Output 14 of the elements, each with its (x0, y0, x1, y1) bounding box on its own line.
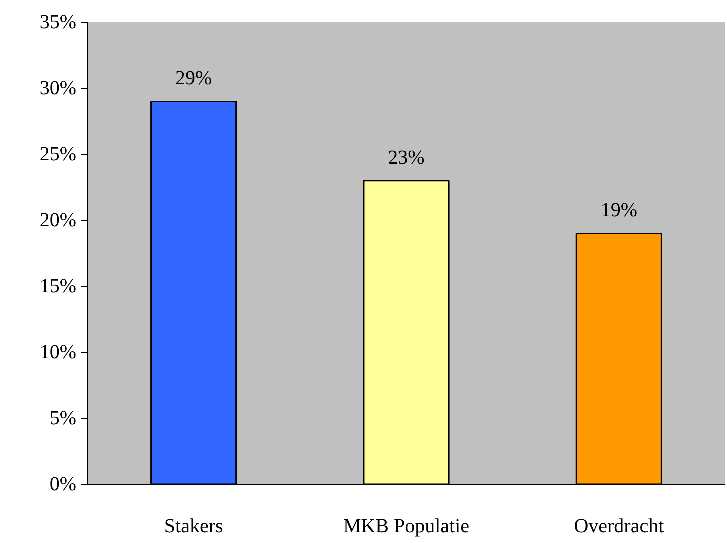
data-label: 29% (176, 68, 212, 90)
data-label: 19% (600, 200, 638, 222)
y-tick-label: 15% (40, 276, 77, 298)
y-tick-label: 30% (40, 78, 77, 100)
y-tick-label: 25% (40, 144, 77, 166)
y-tick-label: 10% (40, 342, 77, 364)
y-tick-label: 0% (50, 474, 77, 496)
x-tick-label: Stakers (164, 516, 224, 538)
y-tick-label: 20% (40, 210, 77, 232)
y-tick-label: 5% (50, 408, 77, 430)
x-tick-label: Overdracht (574, 516, 665, 538)
data-label: 23% (388, 146, 425, 169)
y-tick-label: 35% (40, 12, 77, 34)
x-tick-label: MKB Populatie (343, 516, 470, 538)
